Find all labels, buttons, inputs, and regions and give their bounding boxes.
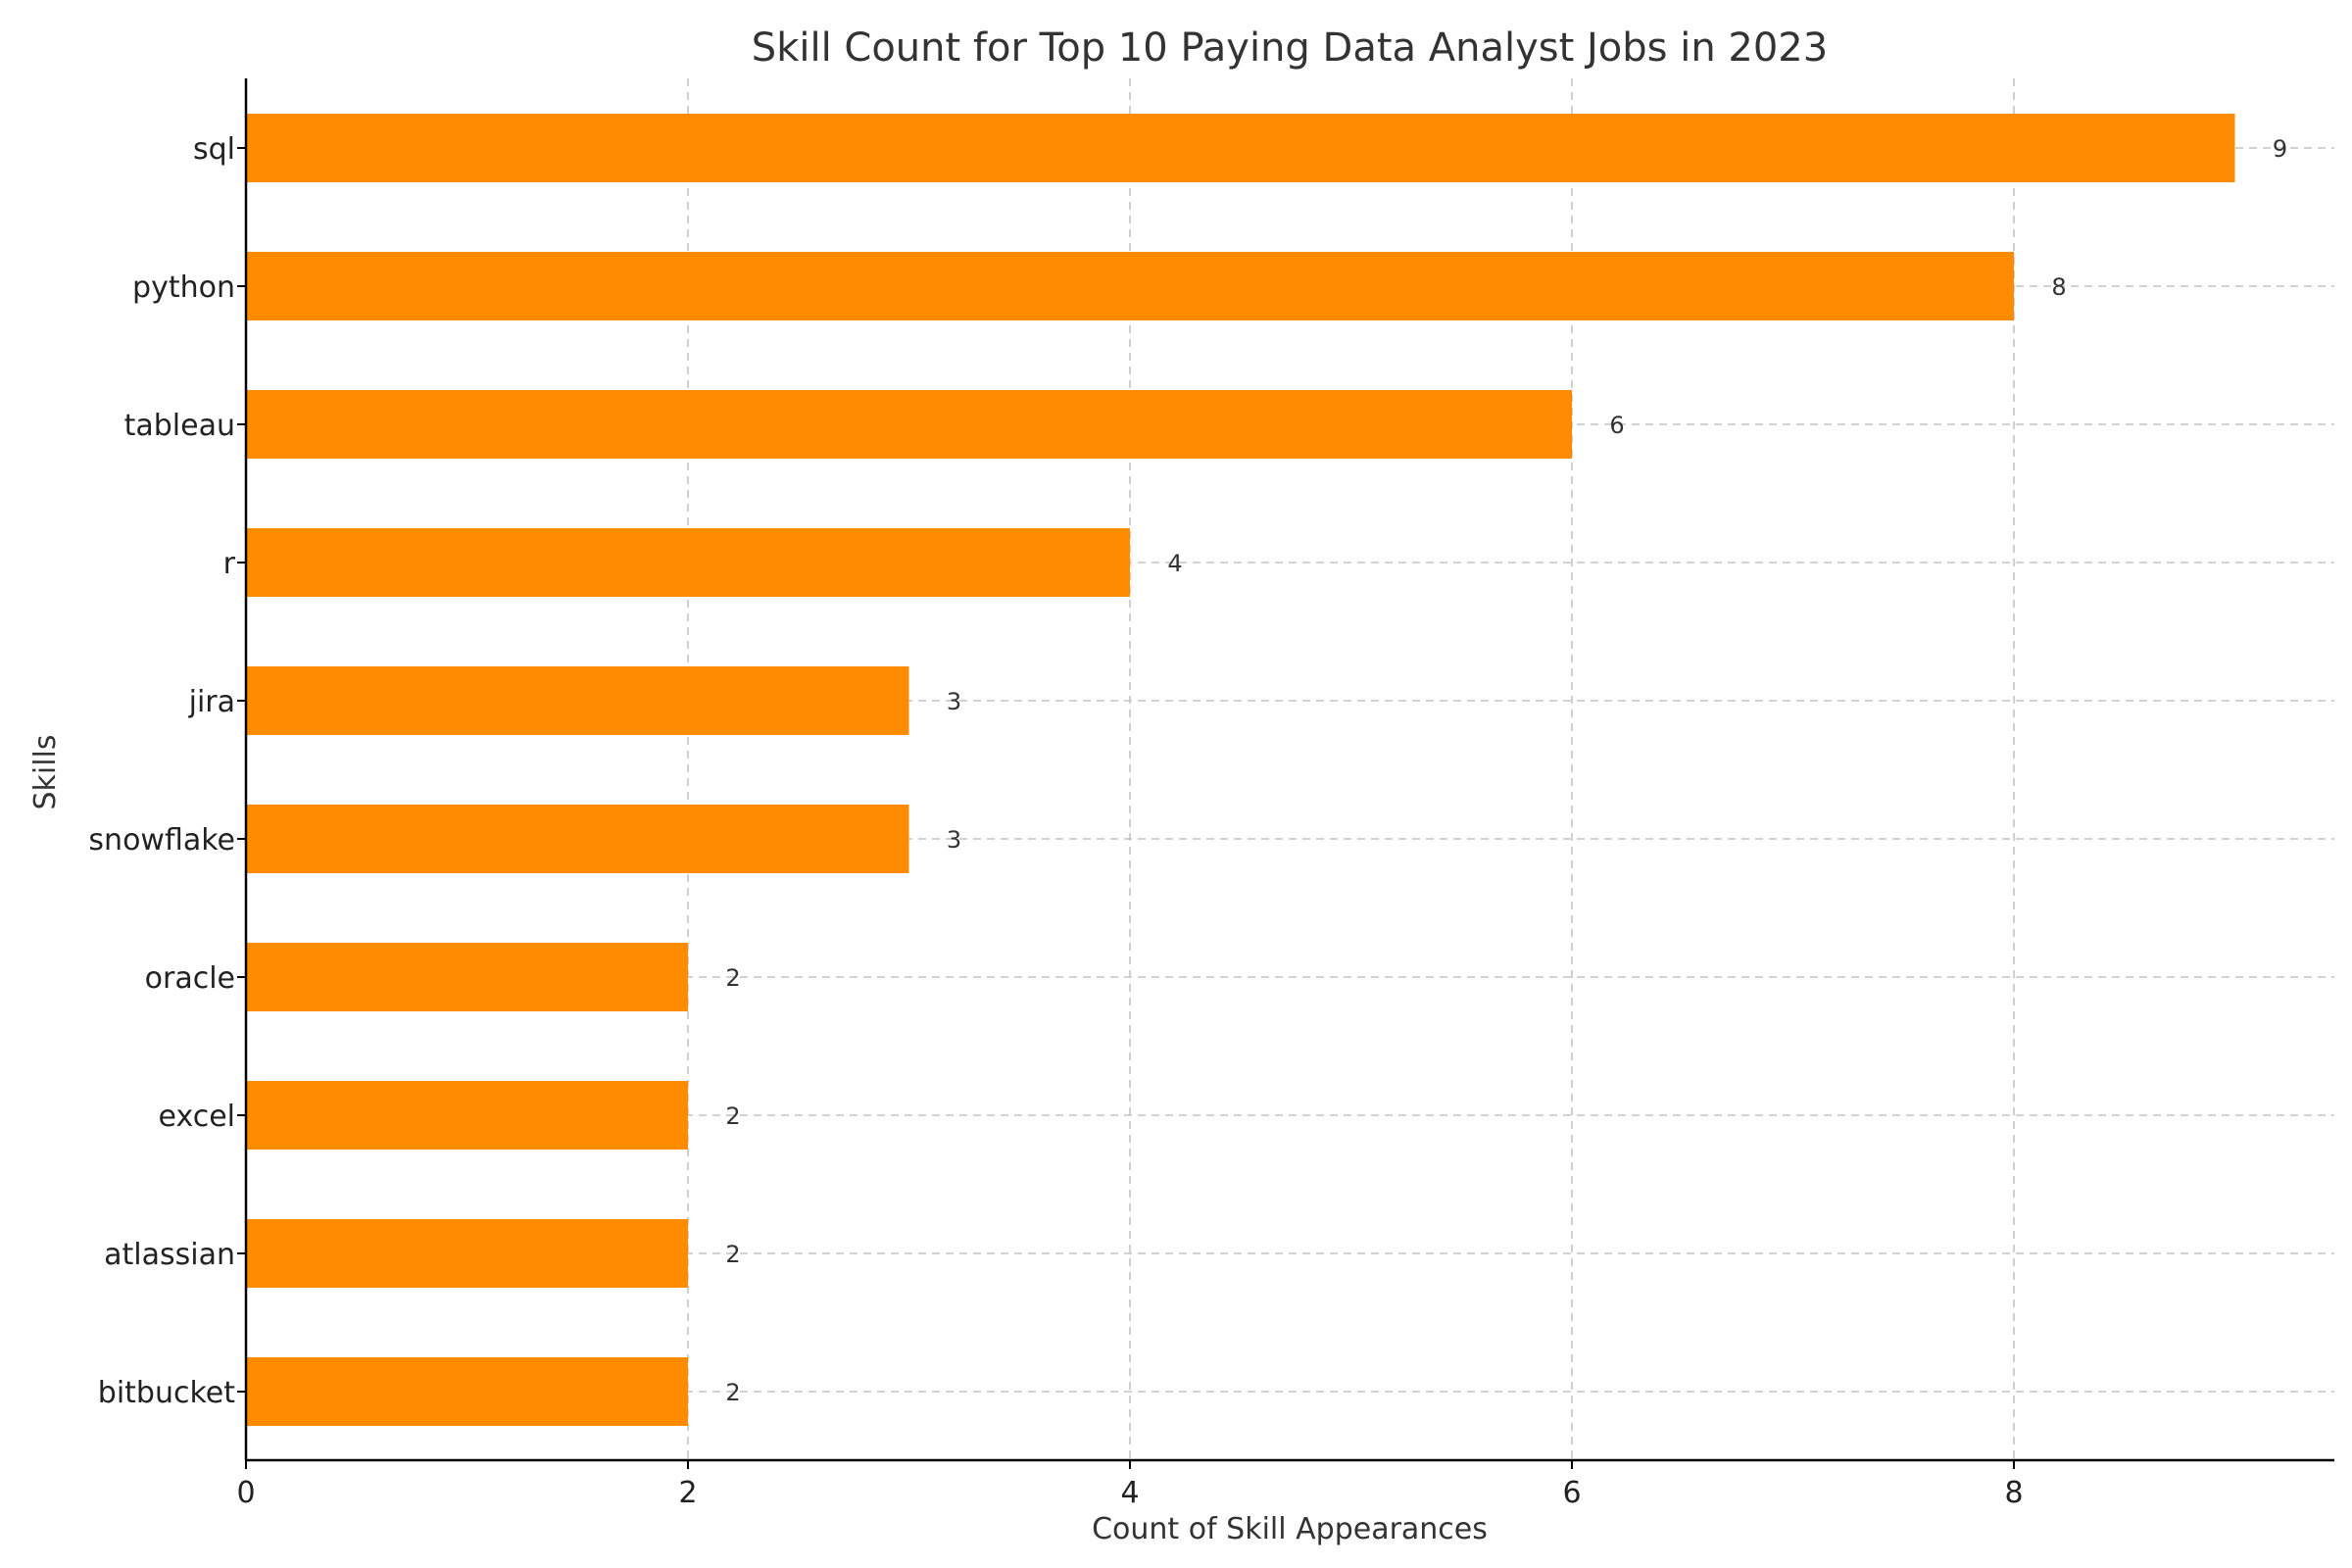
bars — [246, 114, 2235, 1426]
bar-atlassian — [246, 1219, 689, 1288]
x-tick-label-6: 6 — [1562, 1476, 1581, 1510]
y-tick-label-tableau: tableau — [124, 409, 235, 443]
y-tick-label-excel: excel — [159, 1100, 235, 1134]
bar-sql — [246, 114, 2235, 182]
y-tick-label-bitbucket: bitbucket — [98, 1376, 235, 1410]
y-tick-label-oracle: oracle — [145, 961, 235, 996]
data-label-atlassian: 2 — [725, 1241, 740, 1268]
bar-tableau — [246, 390, 1573, 459]
chart-title: Skill Count for Top 10 Paying Data Analy… — [752, 25, 1828, 71]
y-tick-label-sql: sql — [193, 132, 235, 167]
x-tick-label-8: 8 — [2004, 1476, 2023, 1510]
y-tick-label-snowflake: snowflake — [88, 823, 235, 858]
bar-snowflake — [246, 805, 909, 873]
data-label-sql: 9 — [2273, 135, 2287, 163]
y-tick-label-atlassian: atlassian — [104, 1238, 235, 1272]
data-label-python: 8 — [2051, 273, 2066, 301]
x-tick-label-4: 4 — [1120, 1476, 1139, 1510]
data-label-tableau: 6 — [1609, 412, 1624, 439]
bar-r — [246, 528, 1131, 597]
x-axis-label: Count of Skill Appearances — [1092, 1512, 1488, 1546]
data-label-r: 4 — [1167, 550, 1182, 577]
y-axis-label: Skills — [28, 734, 63, 809]
data-labels: 9 8 6 4 3 3 2 2 2 2 — [725, 135, 2287, 1406]
data-label-bitbucket: 2 — [725, 1379, 740, 1406]
x-tick-label-2: 2 — [678, 1476, 697, 1510]
data-label-excel: 2 — [725, 1102, 740, 1130]
y-tick-label-python: python — [132, 270, 235, 305]
bar-bitbucket — [246, 1357, 689, 1426]
axes: sql python tableau r jira snowflake oracle exce… — [88, 78, 2334, 1510]
data-label-oracle: 2 — [725, 964, 740, 992]
y-tick-label-r: r — [223, 547, 236, 581]
bar-jira — [246, 666, 909, 735]
bar-oracle — [246, 943, 689, 1011]
x-tick-label-0: 0 — [236, 1476, 255, 1510]
bar-python — [246, 252, 2015, 320]
data-label-jira: 3 — [947, 688, 961, 715]
y-tick-label-jira: jira — [188, 685, 235, 719]
bar-excel — [246, 1081, 689, 1150]
data-label-snowflake: 3 — [947, 826, 961, 854]
